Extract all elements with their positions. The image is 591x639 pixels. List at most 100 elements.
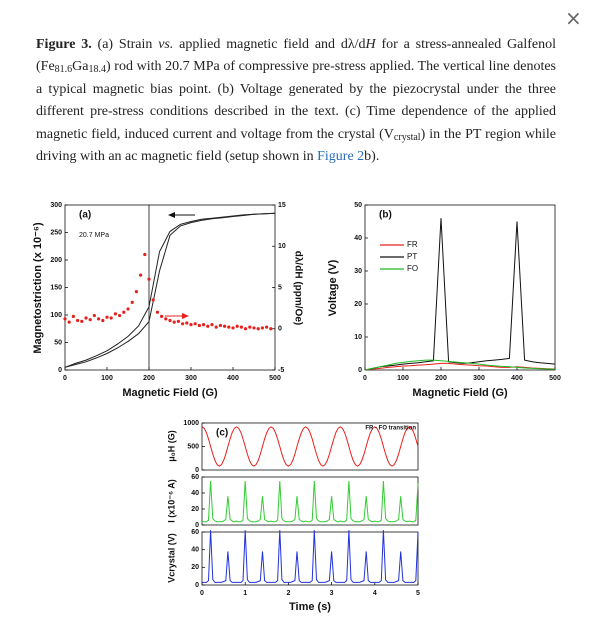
data-point [185, 321, 189, 325]
data-point [139, 273, 143, 277]
y-tick-label: 50 [54, 339, 62, 346]
y-tick-label: 0 [58, 367, 62, 374]
y-tick-label: 150 [50, 284, 62, 291]
data-point [67, 320, 71, 324]
data-point [101, 318, 105, 323]
y-axis-label: Voltage (V) [327, 259, 339, 316]
series-line [64, 212, 276, 368]
y-tick-label: 0 [195, 582, 199, 589]
data-point [92, 313, 96, 318]
x-tick-label: 3 [330, 590, 334, 597]
data-point [76, 318, 80, 323]
data-point [63, 317, 67, 321]
data-point [109, 316, 113, 320]
plot-frame [201, 476, 419, 526]
x-tick-label: 0 [63, 375, 67, 382]
data-point [118, 313, 122, 318]
data-point [223, 324, 227, 328]
data-point [189, 323, 193, 327]
figure-link[interactable]: Figure 2 [317, 149, 365, 165]
plot-frame [364, 204, 556, 371]
series-line [201, 426, 419, 467]
x-tick-label: 1 [243, 590, 247, 597]
x-tick-label: 500 [269, 375, 281, 382]
y2-tick-label: -5 [278, 367, 284, 374]
caption-text: H [365, 37, 376, 52]
caption-label: Figure 3. [36, 37, 92, 52]
caption-text: Ga [72, 59, 89, 75]
data-point [214, 325, 218, 329]
y-tick-label: 100 [50, 312, 62, 319]
x-tick-label: 200 [143, 375, 155, 382]
y-tick-label: 10 [354, 334, 362, 341]
x-tick-label: 0 [200, 590, 204, 597]
data-point [134, 290, 138, 294]
y-tick-label: 20 [354, 301, 362, 308]
data-point [130, 300, 134, 304]
series-line [64, 212, 276, 368]
y-tick-label: 30 [354, 268, 362, 275]
data-point [206, 324, 210, 328]
x-tick-label: 300 [185, 375, 197, 382]
y2-tick-label: 0 [278, 326, 282, 333]
caption-text: ) rod with 20.7 MPa of compressive pre-s… [36, 59, 556, 142]
data-point [105, 315, 109, 319]
data-point [193, 322, 197, 326]
series-line [364, 218, 556, 371]
x-tick-label: 100 [397, 375, 409, 382]
y2-tick-label: 10 [278, 243, 286, 250]
plot-frame [201, 531, 419, 586]
series-line [364, 362, 556, 371]
caption: Figure 3. (a) Strain vs. applied magneti… [36, 34, 556, 168]
data-point [80, 319, 84, 323]
series-line [364, 359, 556, 371]
legend-label: PT [407, 252, 417, 261]
data-point [151, 298, 155, 302]
x-tick-label: 2 [286, 590, 290, 597]
y-tick-label: 40 [191, 490, 199, 497]
data-point [248, 325, 252, 329]
data-point [88, 318, 92, 322]
legend-label: FO [407, 264, 418, 273]
x-axis-label: Magnetic Field (G) [412, 387, 508, 399]
caption-subscript: 18.4 [88, 64, 107, 76]
data-point [260, 326, 264, 330]
data-point [176, 319, 180, 323]
y-tick-label: 1000 [183, 420, 199, 427]
data-point [231, 326, 235, 330]
data-point [244, 327, 248, 331]
caption-text: vs. [158, 37, 174, 52]
arrow-head [182, 313, 189, 319]
data-point [172, 320, 176, 324]
y2-tick-label: 5 [278, 284, 282, 291]
data-point [235, 324, 239, 328]
data-point [147, 277, 151, 281]
y-axis-label: Magnetostriction (x 10⁻⁶) [32, 222, 44, 354]
y-tick-label: 20 [191, 564, 199, 571]
caption-text: applied magnetic field and dλ/d [173, 37, 366, 52]
caption-text: b). [364, 149, 380, 165]
data-point [197, 323, 201, 328]
data-point [168, 318, 172, 323]
data-point [155, 310, 159, 314]
data-point [84, 316, 88, 320]
x-tick-label: 200 [435, 375, 447, 382]
close-button[interactable]: × [565, 6, 582, 30]
data-point [210, 323, 214, 327]
y-tick-label: 200 [50, 257, 62, 264]
y-axis-label: I (x10⁻⁶ A) [166, 479, 176, 523]
data-point [218, 323, 222, 328]
series-line [201, 480, 419, 523]
y-tick-label: 500 [187, 443, 199, 450]
x-tick-label: 400 [511, 375, 523, 382]
arrow-head [168, 212, 175, 218]
data-point [227, 325, 231, 329]
y-tick-label: 0 [195, 522, 199, 529]
annotation: 20.7 MPa [79, 232, 109, 239]
y-tick-label: 0 [195, 467, 199, 474]
data-point [265, 325, 269, 329]
annotation: FR - FO transition [365, 426, 416, 432]
x-tick-label: 400 [227, 375, 239, 382]
